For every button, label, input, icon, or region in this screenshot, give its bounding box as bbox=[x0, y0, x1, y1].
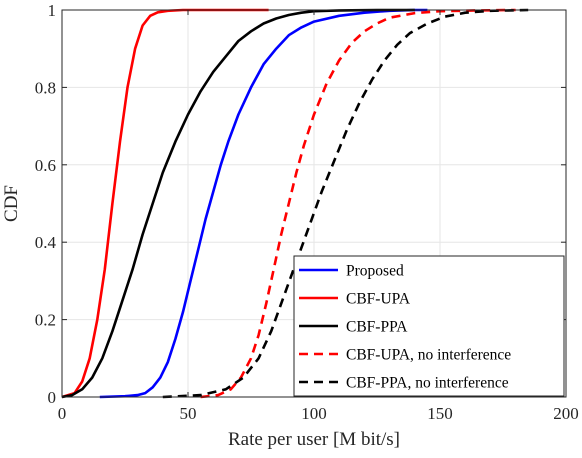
y-axis-label: CDF bbox=[1, 185, 22, 222]
series-line-cbf-upa-no-interference bbox=[200, 8, 516, 399]
legend-entry: CBF-UPA bbox=[346, 291, 411, 308]
series-line-cbf-ppa bbox=[61, 8, 415, 399]
y-tick-label: 0.6 bbox=[35, 156, 56, 175]
legend-entry: CBF-UPA, no interference bbox=[346, 347, 511, 364]
y-tick-label: 0 bbox=[48, 388, 57, 407]
legend: Proposed CBF-UPA CBF-PPA CBF-UPA, no interf… bbox=[293, 255, 565, 397]
x-tick-label: 200 bbox=[553, 404, 579, 423]
x-axis-label: Rate per user [M bit/s] bbox=[228, 429, 400, 450]
x-tick-label: 100 bbox=[301, 404, 327, 423]
legend-entry: Proposed bbox=[346, 263, 404, 280]
x-tick-label: 150 bbox=[427, 404, 453, 423]
y-tick-label: 0.2 bbox=[35, 311, 56, 330]
series-line-proposed bbox=[99, 8, 428, 399]
series-line-cbf-ppa-no-interference bbox=[162, 8, 529, 399]
legend-box bbox=[293, 255, 565, 397]
legend-entry: CBF-PPA, no interference bbox=[346, 375, 509, 392]
y-tick-label: 0.8 bbox=[35, 78, 56, 97]
x-tick-label: 0 bbox=[58, 404, 67, 423]
legend-entry: CBF-PPA bbox=[346, 319, 408, 336]
y-tick-label: 0.4 bbox=[35, 233, 57, 252]
x-tick-label: 50 bbox=[180, 404, 197, 423]
y-tick-label: 1 bbox=[48, 1, 57, 20]
